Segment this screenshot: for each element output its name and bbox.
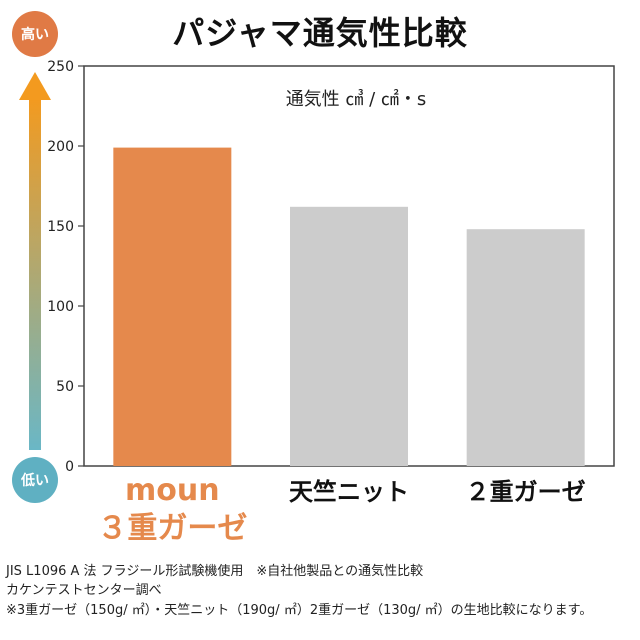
footnote-3: ※3重ガーゼ（150g/ ㎡）・天竺ニット（190g/ ㎡）2重ガーゼ（130g…	[6, 603, 593, 618]
footnote-2: カケンテストセンター調べ	[6, 583, 162, 598]
bar	[113, 147, 232, 466]
y-tick-label: 250	[47, 59, 74, 75]
category-label: ３重ガーゼ	[97, 511, 247, 546]
y-tick-label: 50	[56, 379, 74, 395]
scale-arrow-shaft	[29, 98, 41, 450]
low-badge	[12, 457, 58, 503]
y-tick-label: 0	[65, 459, 74, 475]
y-tick-label: 150	[47, 219, 74, 235]
scale-arrowhead-icon	[19, 72, 51, 100]
y-tick-label: 100	[47, 299, 74, 315]
category-label: moun	[125, 473, 220, 508]
high-badge	[12, 11, 58, 57]
bar	[466, 229, 585, 466]
low-badge-label: 低い	[20, 472, 49, 489]
unit-label: 通気性 ㎤ / ㎠・s	[286, 88, 427, 110]
high-badge-label: 高い	[21, 26, 49, 43]
category-label: ２重ガーゼ	[466, 478, 586, 506]
category-label: 天竺ニット	[289, 478, 409, 506]
footnote-1: JIS L1096 A 法 フラジール形試験機使用 ※自社他製品との通気性比較	[6, 564, 424, 579]
page-title: パジャマ通気性比較	[172, 14, 468, 52]
bar	[290, 206, 408, 467]
y-tick-label: 200	[47, 139, 74, 155]
